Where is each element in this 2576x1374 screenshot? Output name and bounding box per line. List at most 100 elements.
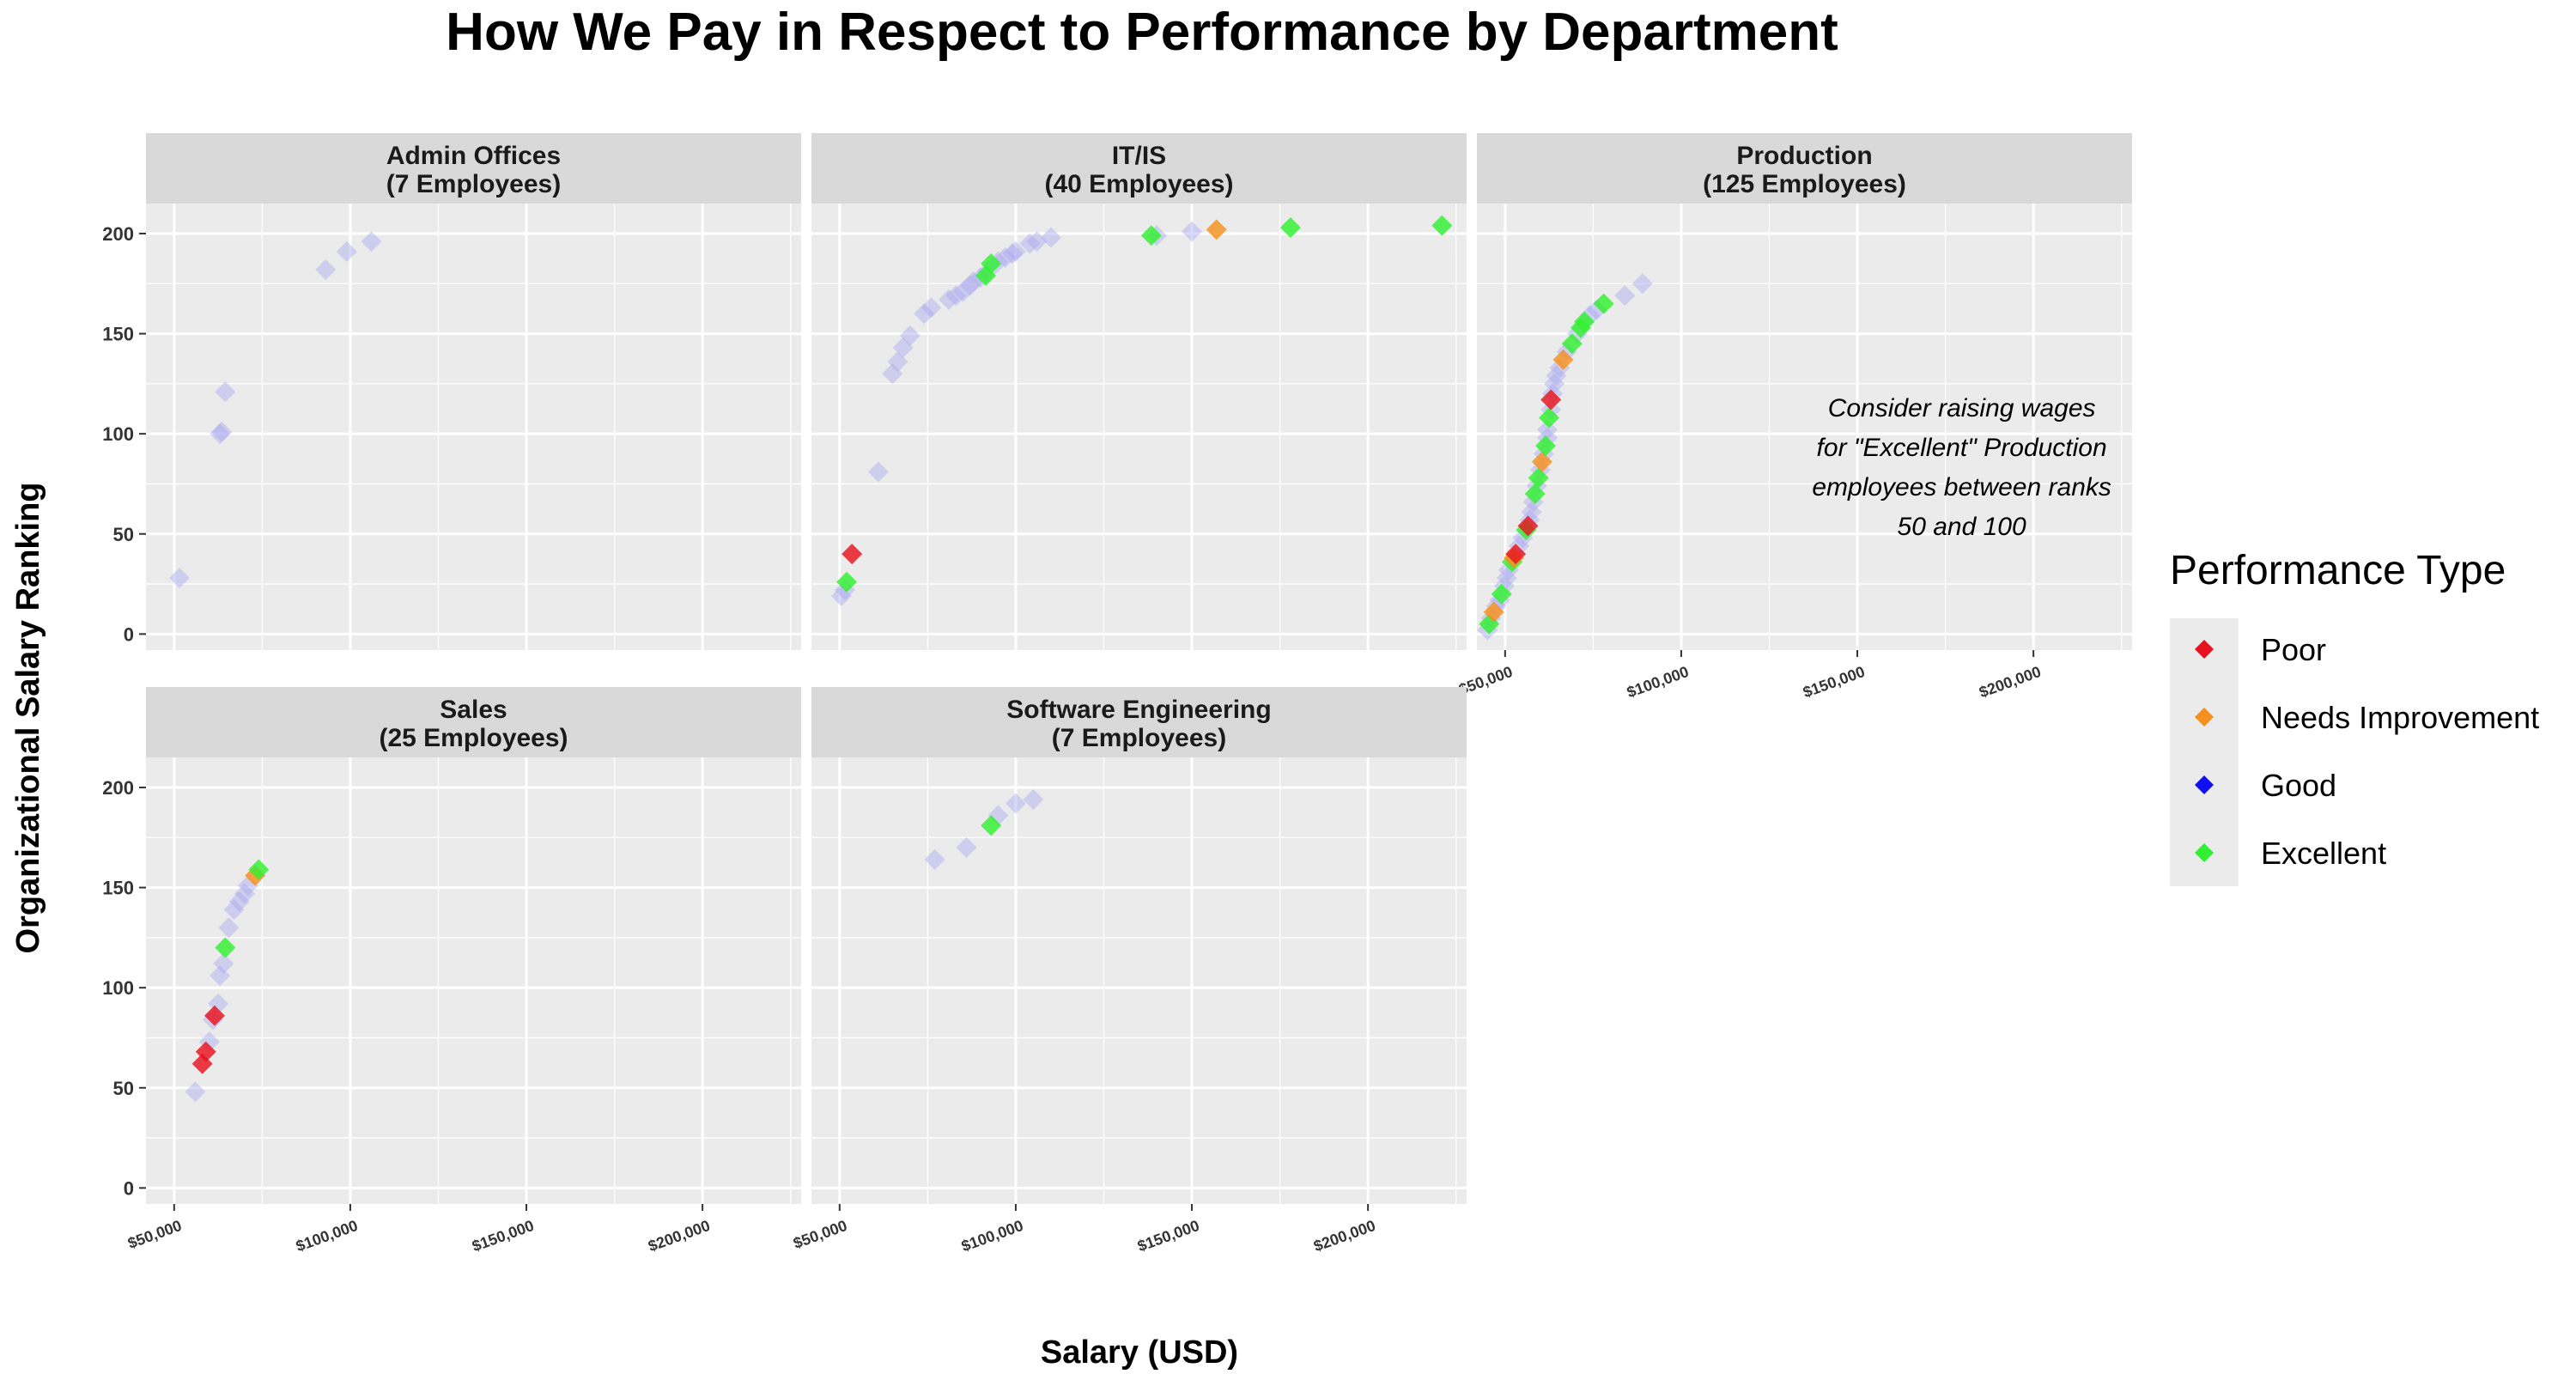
- panel-background: [811, 204, 1467, 650]
- x-tick-label: $200,000: [646, 1217, 712, 1255]
- x-tick-label: $150,000: [1135, 1217, 1201, 1255]
- data-point-excellent: [836, 571, 858, 593]
- data-point-good: [1001, 243, 1023, 264]
- panel-background: [811, 757, 1467, 1204]
- data-point-poor: [1517, 515, 1539, 537]
- x-tick-label: $100,000: [959, 1217, 1025, 1255]
- annotation-line: employees between ranks: [1812, 473, 2111, 502]
- facet-strip: [1477, 133, 2132, 204]
- data-point-good: [210, 423, 231, 445]
- data-point-poor: [195, 1041, 216, 1062]
- data-point-poor: [204, 1005, 225, 1026]
- data-point-good: [336, 240, 357, 262]
- facet-title: Admin Offices: [386, 142, 561, 170]
- facet-title: Software Engineering: [1006, 696, 1271, 724]
- data-point-good: [361, 231, 382, 252]
- y-tick-label: 50: [113, 1078, 134, 1099]
- annotation-line: Consider raising wages: [1828, 394, 2096, 423]
- data-point-needs-improvement: [1531, 451, 1552, 472]
- data-point-excellent: [1539, 407, 1560, 429]
- y-tick-label: 100: [102, 423, 134, 445]
- data-point-good: [882, 363, 903, 385]
- legend-label: Needs Improvement: [2261, 700, 2539, 735]
- y-tick-label: 200: [102, 777, 134, 799]
- data-point-poor: [841, 544, 863, 565]
- data-point-good: [952, 281, 974, 302]
- data-point-excellent: [1528, 467, 1549, 489]
- panel-background: [1477, 204, 2132, 650]
- data-point-excellent: [1534, 435, 1556, 457]
- data-point-good: [945, 285, 967, 307]
- panel-production: Production(125 Employees)$50,000 $100,000…: [1456, 133, 2132, 701]
- panel-software-engineering: Software Engineering(7 Employees) $50,000…: [791, 687, 1467, 1255]
- data-point-good: [938, 289, 959, 310]
- data-point-good: [892, 337, 914, 358]
- data-point-good: [914, 303, 935, 325]
- data-point-good: [1040, 227, 1061, 248]
- legend-title: Performance Type: [2170, 548, 2506, 593]
- data-point-good: [223, 899, 245, 921]
- x-tick-label: $200,000: [1977, 663, 2043, 701]
- panel-background: [146, 757, 801, 1204]
- data-point-excellent: [215, 937, 236, 958]
- data-point-good: [215, 381, 236, 403]
- data-point-good: [1546, 365, 1567, 386]
- data-point-excellent: [1491, 583, 1512, 605]
- y-axis-title: Organizational Salary Ranking: [10, 482, 46, 953]
- data-point-good: [1026, 231, 1048, 252]
- x-tick-label: $150,000: [1801, 663, 1867, 701]
- facet-title: Sales: [440, 696, 507, 724]
- data-point-good: [920, 297, 942, 319]
- data-point-good: [1019, 233, 1041, 254]
- data-point-poor: [1505, 544, 1527, 565]
- legend-key-good: [2195, 775, 2214, 794]
- data-point-good: [211, 421, 233, 442]
- x-tick-label: $100,000: [1625, 663, 1691, 701]
- x-tick-label: $50,000: [791, 1217, 849, 1252]
- panel-it-is: IT/IS(40 Employees): [811, 133, 1467, 650]
- data-point-excellent: [248, 859, 270, 880]
- facet-strip: [811, 133, 1467, 204]
- data-point-excellent: [1431, 215, 1453, 236]
- data-point-good: [1182, 221, 1203, 242]
- x-tick-label: $150,000: [470, 1217, 536, 1255]
- data-point-needs-improvement: [1552, 349, 1574, 370]
- data-point-good: [315, 258, 337, 280]
- data-point-good: [168, 568, 190, 589]
- facet-count: (40 Employees): [1044, 170, 1233, 198]
- y-tick-label: 0: [124, 1177, 134, 1199]
- data-point-excellent: [981, 252, 1002, 274]
- data-point-good: [1614, 285, 1636, 307]
- data-point-excellent: [1561, 333, 1583, 355]
- data-point-good: [1005, 793, 1026, 814]
- data-point-excellent: [1524, 483, 1546, 505]
- annotation-line: 50 and 100: [1898, 513, 2026, 541]
- data-point-good: [887, 351, 908, 373]
- legend-key-excellent: [2195, 843, 2214, 862]
- legend-key-poor: [2195, 640, 2214, 659]
- data-point-poor: [1540, 389, 1562, 410]
- panel-admin-offices: Admin Offices(7 Employees) 0 50 100 150 200: [102, 133, 801, 650]
- facet-count: (125 Employees): [1703, 170, 1906, 198]
- data-point-excellent: [981, 815, 1002, 836]
- facet-count: (25 Employees): [379, 724, 568, 752]
- y-tick-label: 150: [102, 878, 134, 899]
- facet-title: IT/IS: [1112, 142, 1166, 170]
- chart-title: How We Pay in Respect to Performance by …: [446, 3, 1838, 62]
- data-point-good: [185, 1081, 206, 1103]
- legend-key-background: [2170, 618, 2239, 886]
- data-point-good: [867, 461, 889, 483]
- data-point-good: [1023, 788, 1044, 810]
- facet-strip: [146, 687, 801, 757]
- data-point-good: [899, 325, 920, 346]
- facet-strip: [146, 133, 801, 204]
- facet-title: Production: [1736, 142, 1872, 170]
- annotation-line: for "Excellent" Production: [1817, 434, 2107, 462]
- data-point-needs-improvement: [1206, 219, 1227, 240]
- facet-panels: Admin Offices(7 Employees)050100150200IT…: [102, 133, 2132, 1255]
- panel-background: [146, 204, 801, 650]
- legend-label: Excellent: [2261, 836, 2386, 871]
- data-point-good: [1631, 273, 1653, 295]
- legend-label: Good: [2261, 768, 2336, 803]
- data-point-good: [959, 275, 981, 296]
